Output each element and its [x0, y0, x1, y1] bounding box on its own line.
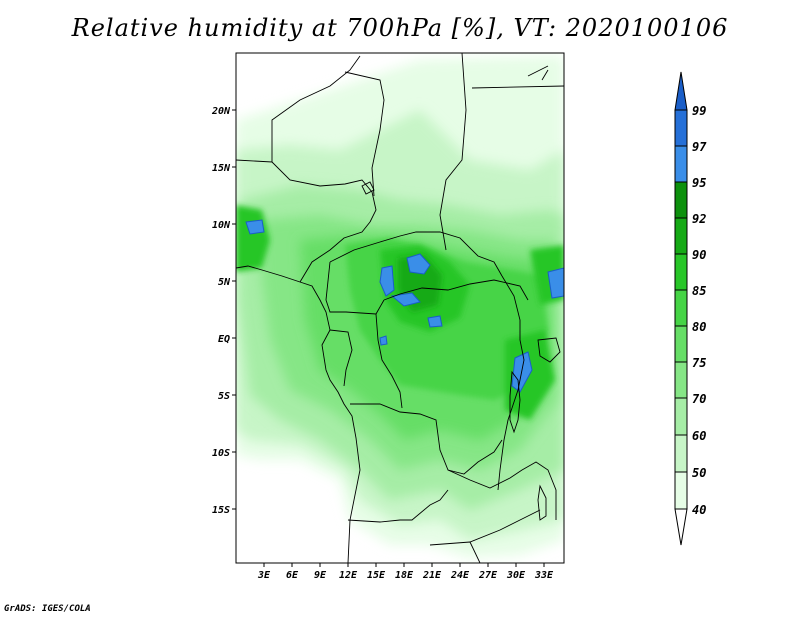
colorbar-segment-85-90 [674, 253, 688, 291]
lake-chad [361, 181, 375, 195]
colorbar-segment-60-70 [674, 397, 688, 436]
lon-label-6e: 6E [286, 570, 299, 581]
colorbar-label-95: 95 [692, 176, 706, 190]
longitude-ticks [263, 563, 545, 567]
chart-title: Relative humidity at 700hPa [%], VT: 202… [71, 14, 729, 42]
lon-label-30e: 30E [506, 570, 526, 581]
map-frame [235, 52, 565, 564]
lat-label-20n: 20N [211, 106, 231, 117]
humidity-region-97-c [390, 292, 421, 307]
colorbar-label-92: 92 [692, 212, 706, 226]
humidity-field [236, 56, 564, 558]
lon-label-27e: 27E [478, 570, 498, 581]
humidity-region-great-lakes [505, 330, 555, 420]
lat-label-15s: 15S [212, 505, 230, 516]
grads-credit: GrADS: IGES/COLA [4, 604, 91, 614]
humidity-region-97-d [427, 315, 443, 328]
colorbar: 40 50 60 70 75 80 85 90 92 95 97 99 [674, 71, 707, 546]
lon-label-21e: 21E [422, 570, 442, 581]
lat-label-5s: 5S [218, 391, 230, 402]
lake-victoria [537, 337, 561, 363]
longitude-labels: 3E 6E 9E 12E 15E 18E 21E 24E 27E 30E 33E [257, 570, 554, 581]
lat-label-15n: 15N [212, 163, 231, 174]
political-boundaries [236, 53, 564, 563]
colorbar-segment-70-75 [674, 361, 688, 399]
humidity-region-97-g [245, 219, 265, 235]
map-plot-area: 20N 15N 10N 5N EQ 5S 10S 15S 3E 6E 9E 12… [211, 52, 565, 581]
colorbar-label-90: 90 [692, 248, 706, 262]
border-egypt-sudan [439, 53, 467, 251]
border-chad-libya [344, 71, 385, 197]
colorbar-segment-95-97 [674, 145, 688, 183]
colorbar-segment-40-50 [674, 471, 688, 510]
border-drc-angola [350, 403, 503, 475]
border-zambia [447, 461, 557, 520]
border-cameroon [299, 221, 385, 315]
colorbar-label-99: 99 [692, 104, 706, 118]
lake-malawi [537, 484, 547, 521]
lat-label-eq: EQ [218, 334, 230, 345]
border-car-drc [383, 279, 529, 301]
lake-tanganyika [509, 370, 521, 434]
lat-label-10n: 10N [212, 220, 231, 231]
humidity-region-97-h [379, 335, 388, 346]
lon-label-3e: 3E [257, 570, 271, 581]
border-angola-south [347, 489, 449, 523]
border-chad-car [329, 231, 503, 277]
colorbar-label-50: 50 [692, 466, 706, 480]
humidity-region-97-a [406, 253, 431, 275]
border-niger-chad [271, 161, 377, 223]
humidity-region-97-f [547, 267, 564, 299]
coastline-west [236, 265, 361, 563]
colorbar-segment-75-80 [674, 325, 688, 363]
colorbar-segment-80-85 [674, 289, 688, 327]
colorbar-label-40: 40 [692, 503, 706, 517]
latitude-labels: 20N 15N 10N 5N EQ 5S 10S 15S [211, 106, 231, 516]
colorbar-label-80: 80 [692, 320, 706, 334]
latitude-ticks [232, 109, 236, 510]
lon-label-9e: 9E [314, 570, 327, 581]
lon-label-18e: 18E [395, 570, 414, 581]
lon-label-33e: 33E [534, 570, 554, 581]
border-gabon-congo [329, 313, 403, 409]
lat-label-5n: 5N [218, 277, 231, 288]
coast-red-sea [527, 65, 549, 81]
colorbar-segment-90-92 [674, 217, 688, 255]
border-east-africa [497, 275, 525, 491]
colorbar-label-70: 70 [692, 392, 706, 406]
lon-label-24e: 24E [450, 570, 470, 581]
border-sudan-east [471, 85, 564, 89]
colorbar-cap-high [674, 71, 688, 111]
colorbar-segment-97-99 [674, 109, 688, 147]
lon-label-12e: 12E [339, 570, 358, 581]
colorbar-label-97: 97 [692, 140, 707, 154]
lat-label-10s: 10S [212, 448, 230, 459]
humidity-region-97-b [379, 265, 395, 297]
colorbar-segment-92-95 [674, 181, 688, 219]
border-zimbabwe [429, 509, 541, 563]
colorbar-segment-50-60 [674, 434, 688, 473]
colorbar-cap-low [674, 508, 688, 546]
colorbar-label-60: 60 [692, 429, 706, 443]
colorbar-label-75: 75 [692, 356, 706, 370]
lon-label-15e: 15E [367, 570, 386, 581]
colorbar-label-85: 85 [692, 284, 706, 298]
colorbar-labels: 40 50 60 70 75 80 85 90 92 95 97 99 [692, 104, 707, 517]
